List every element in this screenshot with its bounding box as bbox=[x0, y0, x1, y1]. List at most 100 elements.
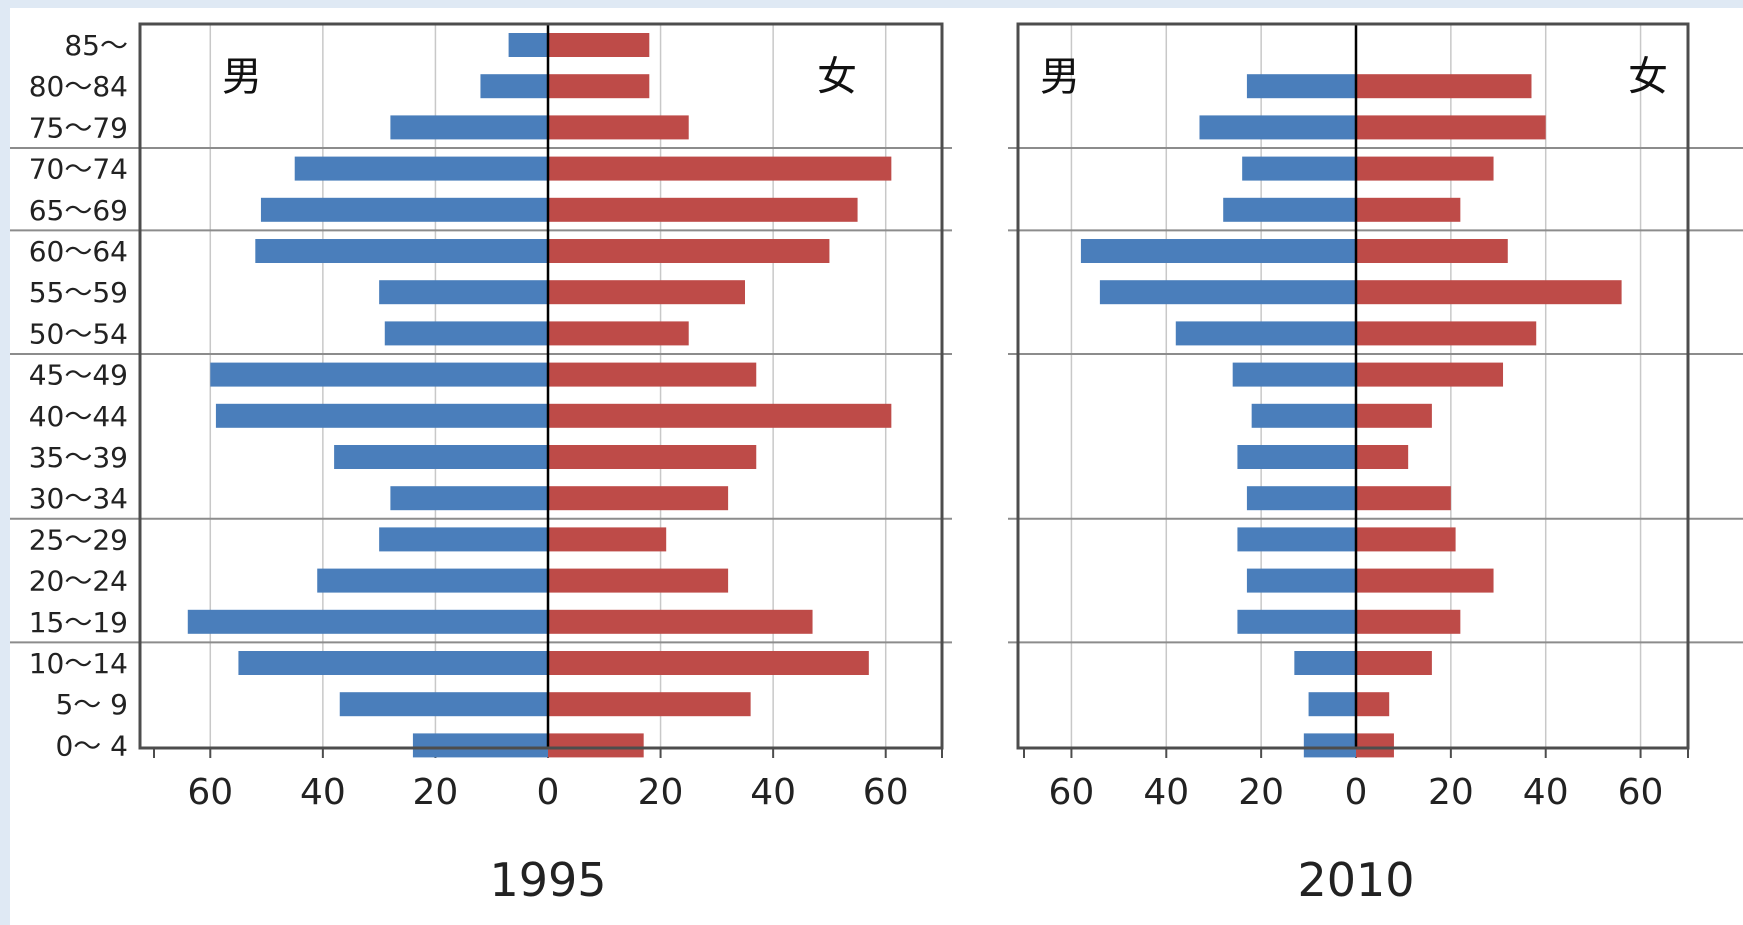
male-bar bbox=[1294, 651, 1356, 675]
x-tick-label: 60 bbox=[1618, 772, 1664, 813]
male-bar bbox=[1303, 733, 1356, 758]
x-tick-label: 20 bbox=[638, 772, 684, 813]
x-tick-label: 0 bbox=[537, 772, 560, 813]
male-bar bbox=[390, 486, 548, 511]
female-bar bbox=[1356, 568, 1494, 593]
male-bar bbox=[1080, 239, 1356, 263]
age-group-label: 0～ 4 bbox=[55, 729, 128, 762]
male-bar bbox=[1232, 362, 1356, 387]
female-bar bbox=[548, 568, 729, 593]
age-group-label: 75～79 bbox=[29, 111, 128, 144]
age-group-label: 50～54 bbox=[29, 317, 128, 350]
age-group-label: 5～ 9 bbox=[55, 688, 128, 721]
age-group-label: 55～59 bbox=[29, 276, 128, 309]
female-bar bbox=[548, 651, 869, 675]
x-tick-label: 40 bbox=[300, 772, 346, 813]
female-bar bbox=[1356, 280, 1622, 305]
age-group-label: 10～14 bbox=[29, 647, 128, 680]
x-tick-label: 40 bbox=[750, 772, 796, 813]
x-tick-label: 60 bbox=[863, 772, 909, 813]
x-tick-label: 20 bbox=[1428, 772, 1474, 813]
male-bar bbox=[1175, 321, 1356, 346]
female-label: 女 bbox=[817, 54, 857, 100]
male-label: 男 bbox=[222, 54, 262, 100]
male-bar bbox=[379, 527, 548, 552]
male-bar bbox=[384, 321, 548, 346]
population-pyramid-chart: 60 40 20 0 20 40 60 男 女 1995 60 40 20 0 20 40 60 男 女 2010 85… bbox=[10, 22, 1743, 907]
panel-year-label: 2010 bbox=[1297, 853, 1414, 907]
male-bar bbox=[1246, 74, 1356, 99]
x-tick-label: 60 bbox=[187, 772, 233, 813]
x-tick-label: 40 bbox=[1143, 772, 1189, 813]
female-bar bbox=[548, 692, 751, 717]
age-group-label: 65～69 bbox=[29, 194, 128, 227]
age-group-label: 60～64 bbox=[29, 235, 128, 268]
female-bar bbox=[1356, 651, 1432, 675]
male-bar bbox=[1251, 403, 1356, 428]
female-label: 女 bbox=[1628, 54, 1668, 100]
female-bar bbox=[1356, 115, 1546, 140]
male-bar bbox=[1237, 609, 1356, 634]
male-bar bbox=[317, 568, 548, 593]
male-bar bbox=[412, 733, 548, 758]
male-bar bbox=[1099, 280, 1356, 305]
age-group-label: 70～74 bbox=[29, 153, 128, 186]
female-bar bbox=[548, 197, 858, 222]
female-bar bbox=[1356, 692, 1390, 717]
female-bar bbox=[548, 115, 689, 140]
x-tick-label: 40 bbox=[1523, 772, 1569, 813]
female-bar bbox=[548, 280, 745, 305]
age-group-label: 85～ bbox=[64, 29, 128, 62]
x-tick-label: 20 bbox=[1238, 772, 1284, 813]
female-bar bbox=[548, 609, 813, 634]
female-bar bbox=[1356, 321, 1537, 346]
female-bar bbox=[1356, 362, 1504, 387]
male-bar bbox=[480, 74, 548, 99]
female-bar bbox=[1356, 486, 1451, 511]
female-bar bbox=[548, 486, 729, 511]
female-bar bbox=[548, 362, 757, 387]
age-group-label: 30～34 bbox=[29, 482, 128, 515]
female-bar bbox=[548, 74, 650, 99]
female-bar bbox=[548, 321, 689, 346]
male-bar bbox=[1199, 115, 1356, 140]
female-bar bbox=[1356, 527, 1456, 552]
female-bar bbox=[1356, 156, 1494, 181]
male-bar bbox=[1237, 445, 1356, 469]
male-bar bbox=[294, 156, 548, 181]
male-bar bbox=[379, 280, 548, 305]
male-bar bbox=[334, 445, 548, 469]
age-group-label: 35～39 bbox=[29, 441, 128, 474]
panel-frame bbox=[1016, 22, 1690, 750]
panel-frame bbox=[138, 22, 944, 750]
female-bar bbox=[548, 445, 757, 469]
female-bar bbox=[548, 527, 667, 552]
male-bar bbox=[260, 197, 548, 222]
male-bar bbox=[390, 115, 548, 140]
age-group-label: 40～44 bbox=[29, 400, 128, 433]
age-group-label: 45～49 bbox=[29, 359, 128, 392]
male-label: 男 bbox=[1040, 54, 1080, 100]
female-bar bbox=[1356, 609, 1461, 634]
age-group-label: 80～84 bbox=[29, 70, 128, 103]
female-bar bbox=[1356, 445, 1409, 469]
female-bar bbox=[1356, 197, 1461, 222]
age-group-label: 25～29 bbox=[29, 523, 128, 556]
male-bar bbox=[339, 692, 548, 717]
age-group-label: 20～24 bbox=[29, 565, 128, 598]
male-bar bbox=[210, 362, 549, 387]
female-bar bbox=[548, 156, 892, 181]
female-bar bbox=[1356, 733, 1394, 758]
female-bar bbox=[1356, 403, 1432, 428]
age-group-label: 15～19 bbox=[29, 606, 128, 639]
male-bar bbox=[1308, 692, 1356, 717]
female-bar bbox=[548, 403, 892, 428]
female-bar bbox=[548, 33, 650, 57]
female-bar bbox=[1356, 74, 1532, 99]
male-bar bbox=[1223, 197, 1356, 222]
male-bar bbox=[215, 403, 548, 428]
male-bar bbox=[1242, 156, 1356, 181]
male-bar bbox=[1246, 486, 1356, 511]
chart-frame: 60 40 20 0 20 40 60 男 女 1995 60 40 20 0 20 40 60 男 女 2010 85… bbox=[10, 8, 1743, 925]
x-tick-label: 60 bbox=[1049, 772, 1095, 813]
